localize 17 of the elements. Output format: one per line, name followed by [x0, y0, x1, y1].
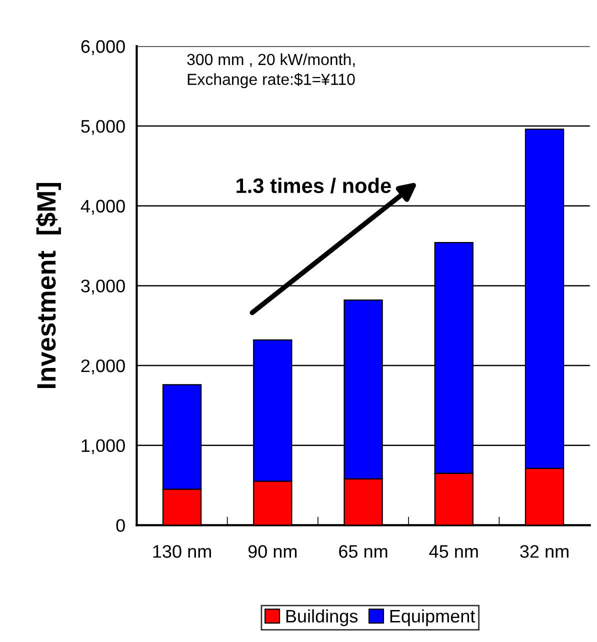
- x-tick-label: 90 nm: [248, 545, 297, 558]
- y-axis-title: Investment [$M]: [36, 183, 61, 388]
- y-tick-label: 5,000: [81, 120, 125, 135]
- x-tick-label: 32 nm: [520, 545, 568, 558]
- x-tick-label: 65 nm: [339, 545, 388, 558]
- y-tick-label: 2,000: [81, 359, 125, 374]
- y-tick-label: 1,000: [82, 439, 125, 454]
- x-tick-label: 45 nm: [429, 545, 478, 558]
- annotation: 1.3 times / node: [236, 178, 391, 194]
- y-tick-label: 6,000: [81, 40, 125, 56]
- x-tick-label: 130 nm: [153, 545, 211, 558]
- annotation: 300 mm , 20 kW/month, Exchange rate:$1=¥110: [187, 53, 355, 88]
- y-tick-label: 0: [116, 519, 125, 532]
- legend-label: Equipment: [390, 609, 476, 626]
- y-tick-label: 3,000: [81, 280, 125, 295]
- legend-label: Buildings: [286, 609, 358, 626]
- y-tick-label: 4,000: [80, 200, 125, 215]
